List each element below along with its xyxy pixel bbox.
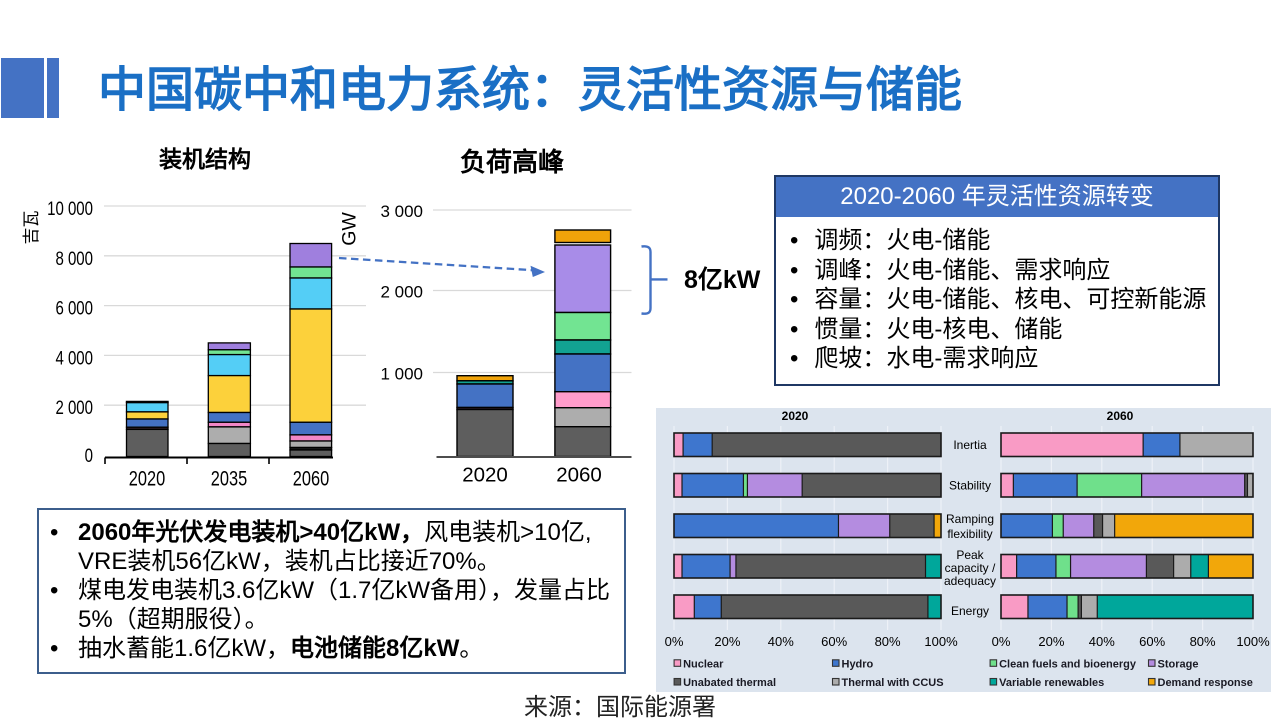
svg-text:20%: 20% xyxy=(1038,634,1064,649)
svg-text:Demand response: Demand response xyxy=(1158,677,1253,689)
svg-text:Peak: Peak xyxy=(956,548,984,562)
svg-text:负荷高峰: 负荷高峰 xyxy=(460,147,564,177)
svg-text:capacity /: capacity / xyxy=(945,561,996,575)
svg-text:10 000: 10 000 xyxy=(47,198,93,219)
svg-text:100%: 100% xyxy=(924,634,958,649)
svg-text:2020: 2020 xyxy=(462,464,508,487)
svg-text:3 000: 3 000 xyxy=(380,202,423,221)
svg-text:Inertia: Inertia xyxy=(953,438,987,452)
svg-text:2020: 2020 xyxy=(129,467,165,490)
svg-text:40%: 40% xyxy=(768,634,794,649)
svg-text:2060: 2060 xyxy=(1107,409,1134,423)
svg-text:2 000: 2 000 xyxy=(380,283,423,302)
svg-text:Storage: Storage xyxy=(1158,658,1199,670)
svg-text:80%: 80% xyxy=(1190,634,1216,649)
svg-text:Energy: Energy xyxy=(951,604,989,618)
svg-text:2020: 2020 xyxy=(782,409,809,423)
svg-text:GW: GW xyxy=(339,212,361,246)
svg-text:1 000: 1 000 xyxy=(380,365,423,384)
svg-text:2060: 2060 xyxy=(293,467,329,490)
svg-text:flexibility: flexibility xyxy=(947,527,992,541)
svg-text:adequacy: adequacy xyxy=(944,574,996,588)
svg-text:60%: 60% xyxy=(821,634,847,649)
svg-text:8 000: 8 000 xyxy=(55,248,93,269)
svg-text:Ramping: Ramping xyxy=(946,512,994,526)
svg-text:吉瓦: 吉瓦 xyxy=(22,211,41,245)
svg-text:2060: 2060 xyxy=(556,464,602,487)
svg-text:Nuclear: Nuclear xyxy=(683,658,724,670)
svg-text:60%: 60% xyxy=(1139,634,1165,649)
svg-text:8亿kW: 8亿kW xyxy=(684,266,761,294)
svg-text:40%: 40% xyxy=(1089,634,1115,649)
svg-text:0: 0 xyxy=(85,445,93,466)
svg-text:Unabated thermal: Unabated thermal xyxy=(683,677,776,689)
svg-text:Stability: Stability xyxy=(949,479,991,493)
svg-text:2 000: 2 000 xyxy=(55,398,93,419)
svg-text:0%: 0% xyxy=(992,634,1011,649)
svg-text:装机结构: 装机结构 xyxy=(159,146,251,172)
svg-text:Clean fuels and bioenergy: Clean fuels and bioenergy xyxy=(999,658,1137,670)
svg-text:80%: 80% xyxy=(875,634,901,649)
svg-text:20%: 20% xyxy=(714,634,740,649)
svg-text:Variable renewables: Variable renewables xyxy=(999,677,1104,689)
svg-text:Hydro: Hydro xyxy=(842,658,874,670)
svg-text:4 000: 4 000 xyxy=(55,348,93,369)
svg-text:6 000: 6 000 xyxy=(55,298,93,319)
svg-text:2035: 2035 xyxy=(211,467,247,490)
svg-text:Thermal with CCUS: Thermal with CCUS xyxy=(842,677,944,689)
svg-text:0%: 0% xyxy=(665,634,684,649)
svg-text:100%: 100% xyxy=(1236,634,1270,649)
